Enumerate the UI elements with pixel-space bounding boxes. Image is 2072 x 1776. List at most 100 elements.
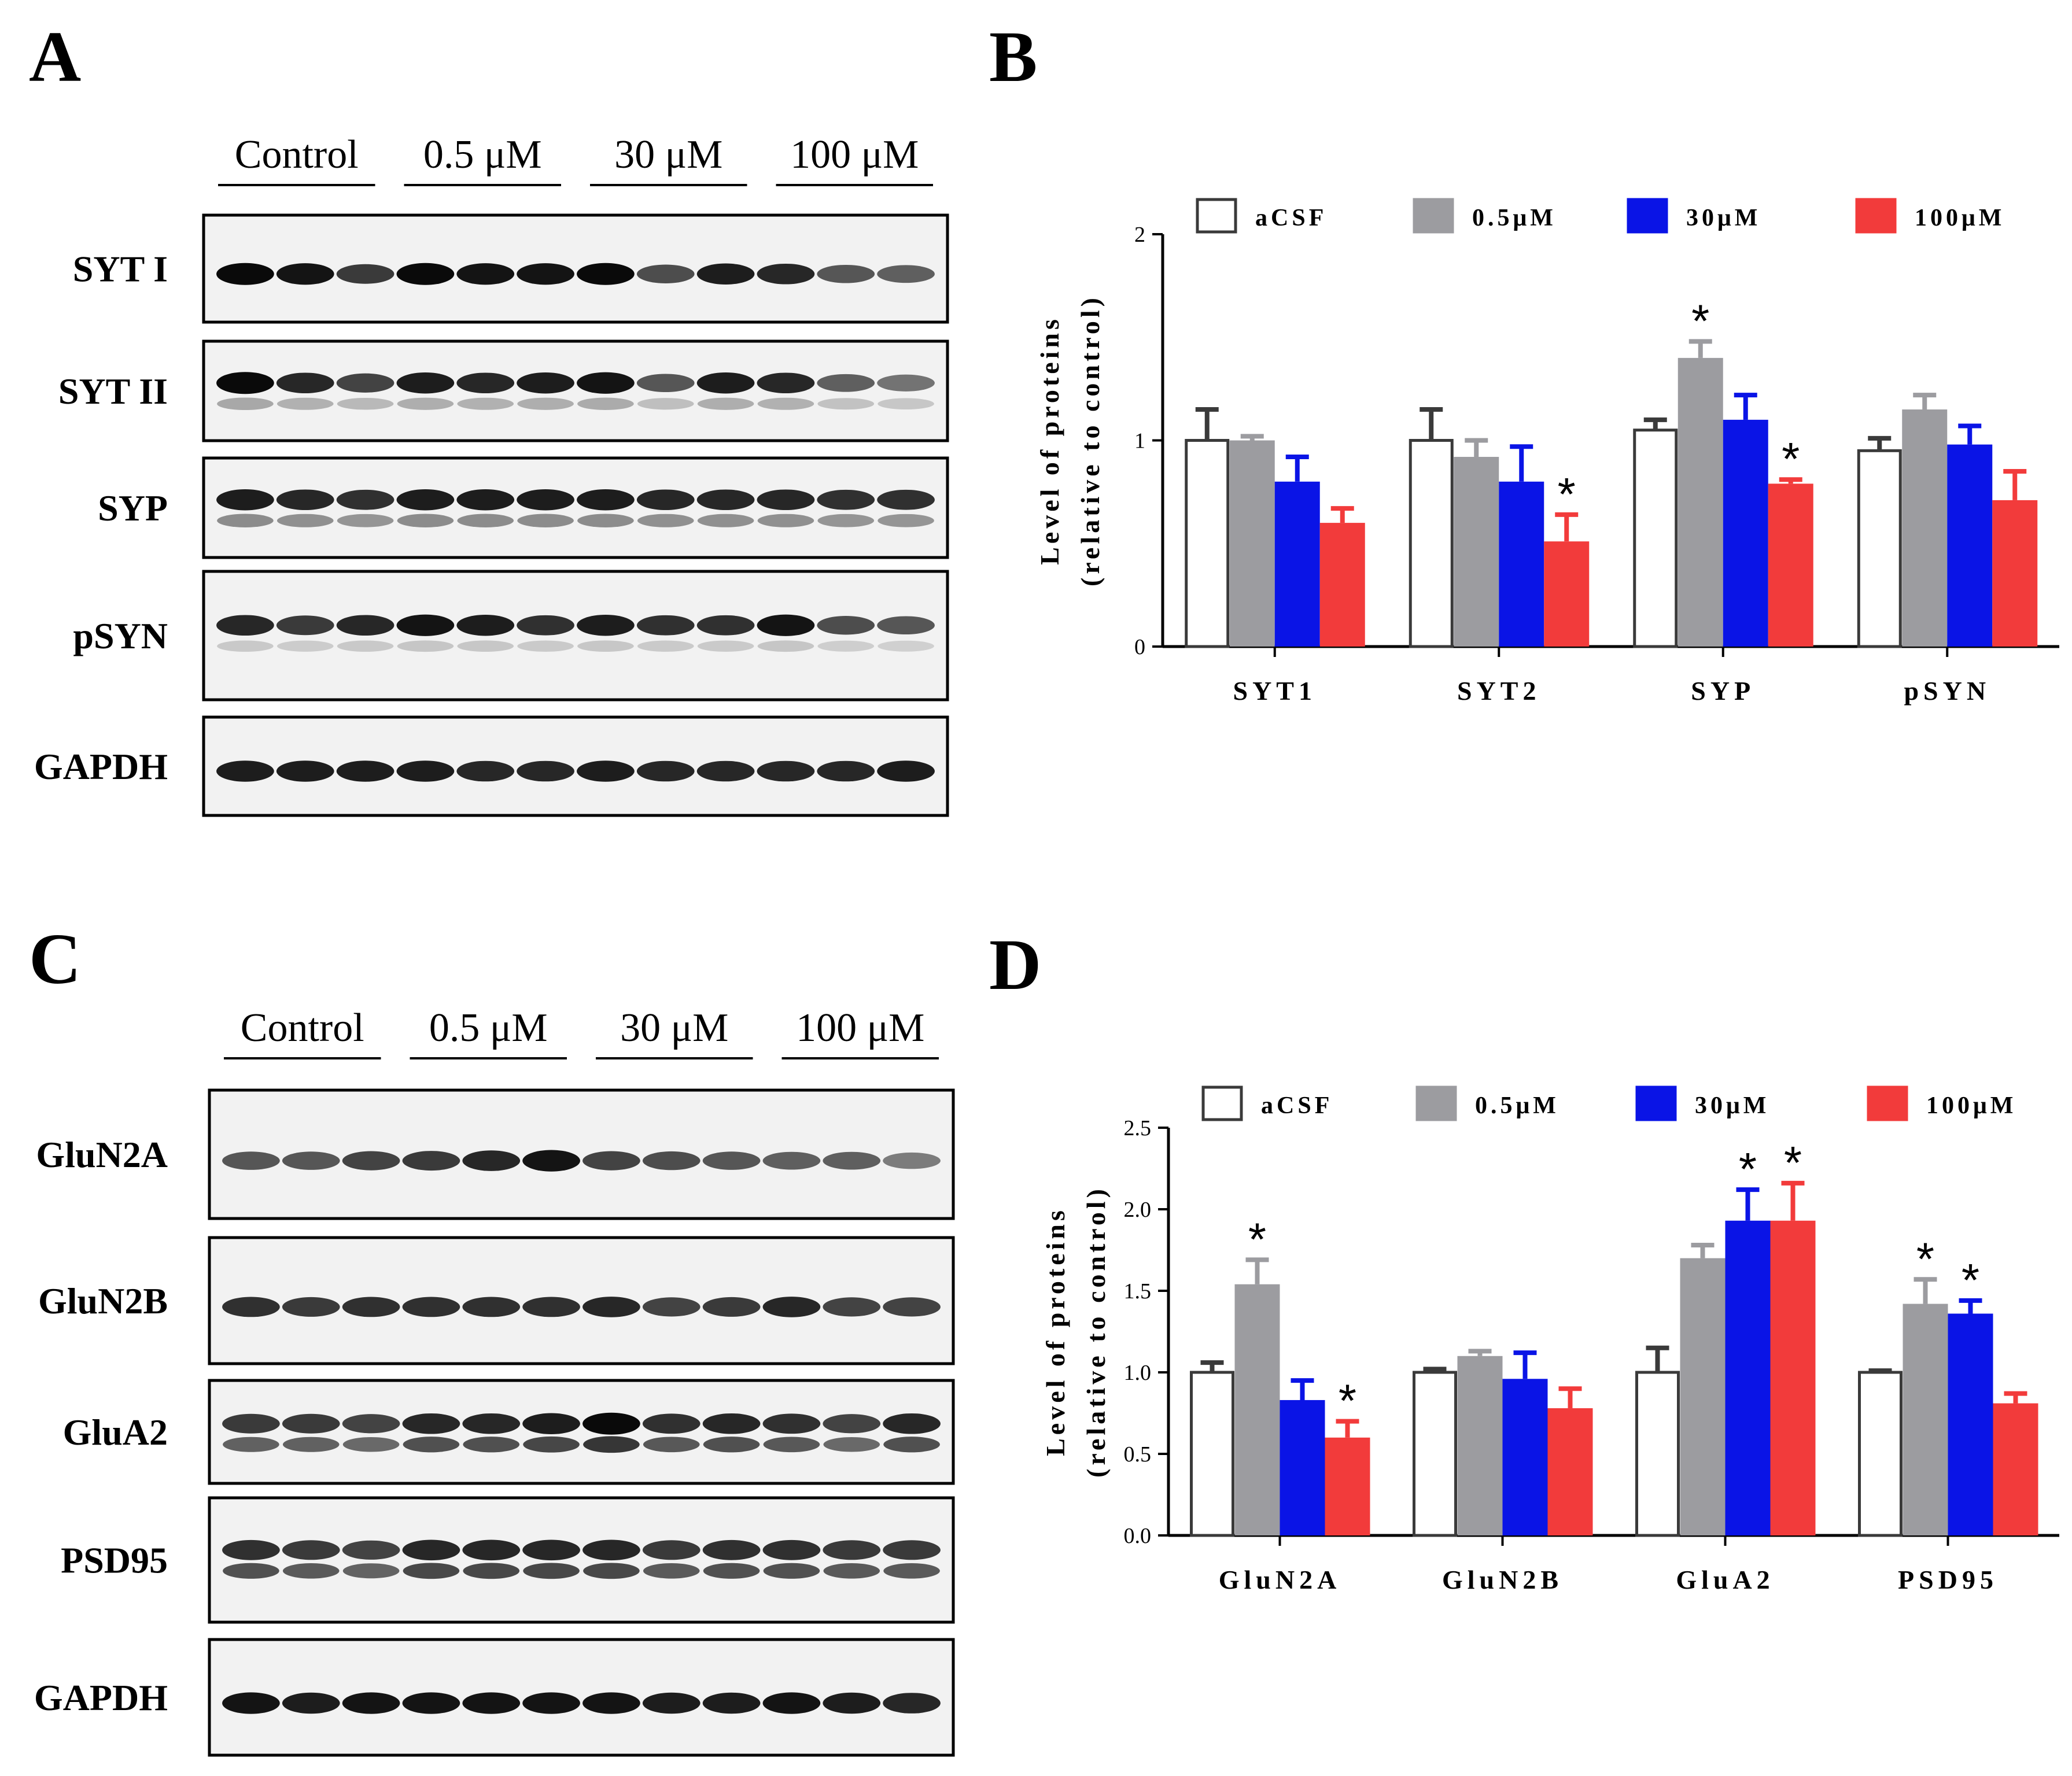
blot-band-lower [276,397,334,410]
blot-band-lower [643,1437,700,1453]
blot-band-lower [457,514,514,527]
blot-band-lower [342,1563,400,1579]
bar [1190,1371,1234,1537]
significance-star: * [1739,1143,1757,1195]
blot-band [222,1692,280,1714]
blot-band [883,1693,941,1714]
blot-band-lower [337,514,394,527]
blot-row-label: SYT I [73,249,168,290]
bar [1229,440,1275,647]
blot-band [462,1297,521,1317]
blot-band [702,1692,761,1714]
bar [1902,409,1948,647]
blot-band-lower [637,640,694,652]
blot-row-label: GluN2B [38,1280,168,1321]
bar [1680,1258,1726,1535]
blot-band [582,1297,640,1317]
bar [1857,449,1902,648]
y-axis-label-2: (relative to control) [1075,294,1105,586]
blot-band-lower [763,1437,820,1453]
blot-band [216,760,274,782]
bar [1635,1371,1680,1537]
blot-band-lower [757,397,814,410]
blot-band-lower [883,1563,940,1579]
legend-label: 100μM [1915,205,2005,231]
blot-band [817,760,875,782]
x-tick-label: PSD95 [1898,1565,1998,1594]
blot-band [216,615,274,636]
y-tick-label: 1.0 [1124,1361,1152,1385]
bar [1274,481,1320,647]
blot-band [582,1412,640,1435]
y-tick-label: 0.0 [1124,1524,1152,1548]
blot-band [642,1413,701,1434]
blot-band [577,615,635,636]
blot-band-lower [337,640,394,652]
blot-band [402,1151,460,1171]
blot-band [762,1151,821,1170]
blot-band [282,1540,340,1560]
blot-band [877,265,935,283]
blot-band-lower [643,1563,700,1579]
bar [1454,457,1499,647]
blot-band [582,1151,640,1171]
blot-band-lower [583,1563,640,1579]
blot-band-lower [223,1563,279,1579]
blot-band [823,1151,881,1170]
blot-band-lower [463,1437,520,1453]
blot-band [696,760,755,782]
legend-swatch [1855,198,1897,234]
blot-band-lower [397,514,454,527]
y-axis-label: Level of proteins [1035,316,1064,565]
y-tick-label: 2.5 [1124,1116,1152,1140]
blot-group-label: 0.5 μM [423,132,542,177]
blot-band [823,1692,881,1714]
bar [1234,1284,1280,1535]
blot-band [276,263,334,285]
blot-row-label: SYP [98,488,168,529]
bar [1993,1403,2038,1535]
blot-band [517,263,574,285]
bar [1770,1220,1816,1535]
blot-group-label: 30 μM [614,132,722,177]
blot-band [577,489,635,511]
blot-band [696,615,755,636]
x-tick-label: SYT2 [1457,676,1540,706]
bar [1992,500,2038,647]
blot-band [402,1539,460,1561]
blot-group-label: 100 μM [796,1006,924,1050]
blot-band [222,1151,280,1170]
blot-band [877,374,935,392]
blot-band [817,374,875,392]
blot-band-lower [282,1437,340,1452]
blot-band [877,616,935,635]
blot-band [222,1297,280,1317]
bar [1319,523,1365,647]
blot-band [517,760,574,782]
x-tick-label: GluN2B [1442,1565,1563,1594]
blot-band [577,372,635,394]
blot-band [636,615,695,636]
x-tick-label: GluN2A [1219,1565,1341,1594]
blot-band [216,372,274,394]
x-tick-label: GluA2 [1676,1565,1774,1594]
blot-band [396,760,455,782]
bar [1325,1437,1370,1535]
blot-band-lower [217,397,274,411]
bar [1502,1379,1548,1535]
blot-strip [202,339,949,442]
blot-band [642,1297,701,1317]
legend-swatch [1635,1085,1677,1121]
blot-band-lower [697,514,754,527]
blot-row-label: PSD95 [61,1540,168,1581]
blot-band [582,1539,640,1561]
blot-band [402,1692,460,1714]
bar [1633,429,1678,648]
blot-band-lower [697,397,754,410]
blot-band [456,489,515,511]
blot-band [823,1297,881,1317]
blot-band-lower [577,514,634,527]
blot-band-lower [763,1563,820,1579]
blot-band-lower [276,514,334,527]
